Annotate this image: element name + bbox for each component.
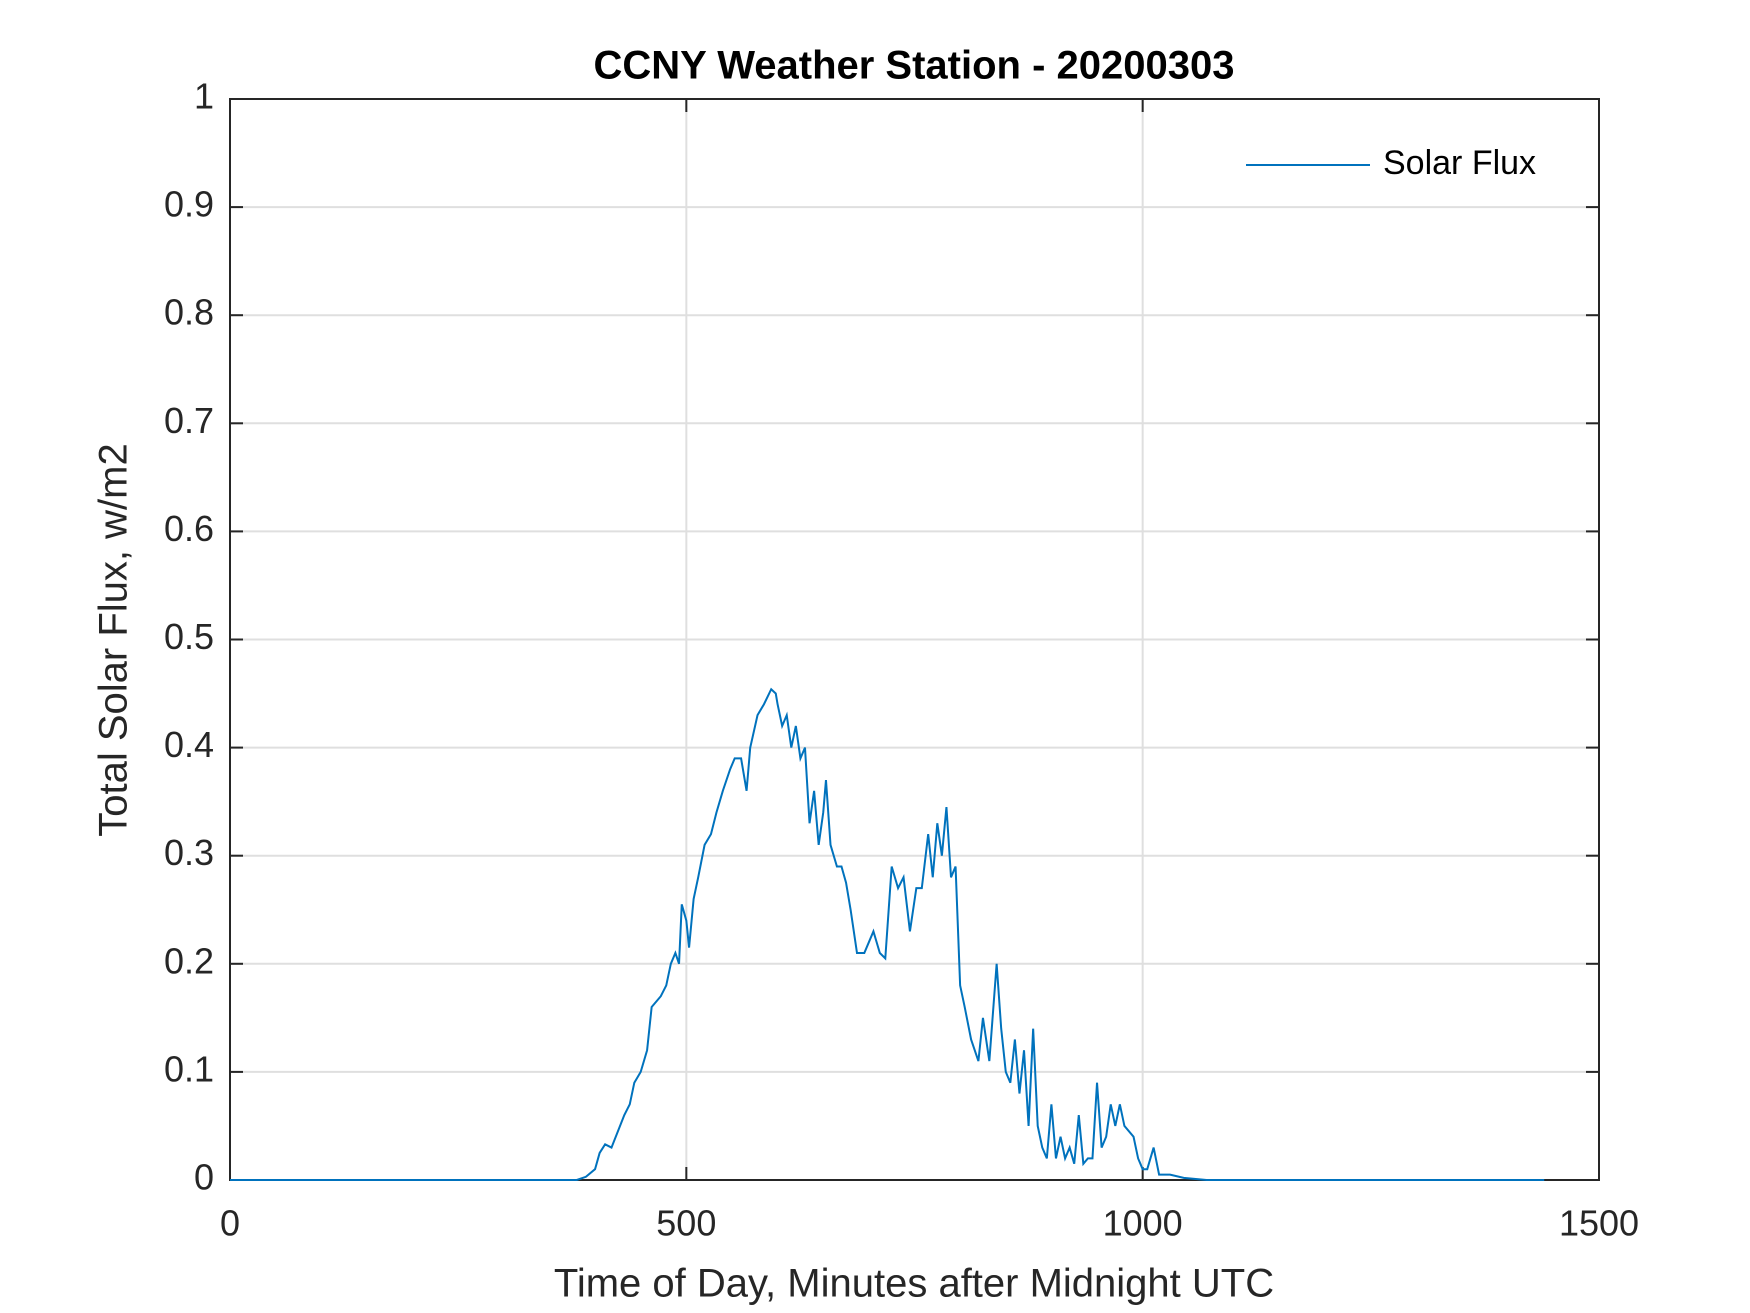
y-tick-label: 0.2 xyxy=(164,940,214,981)
y-tick-label: 0.6 xyxy=(164,508,214,549)
y-tick-label: 0 xyxy=(194,1157,214,1198)
y-tick-label: 0.3 xyxy=(164,832,214,873)
y-tick-label: 0.9 xyxy=(164,184,214,225)
y-tick-label: 0.5 xyxy=(164,616,214,657)
y-tick-label: 0.1 xyxy=(164,1048,214,1089)
y-axis-label: Total Solar Flux, w/m2 xyxy=(92,443,136,836)
x-tick-label: 0 xyxy=(220,1203,240,1244)
x-tick-label: 500 xyxy=(656,1203,716,1244)
x-tick-label: 1000 xyxy=(1103,1203,1183,1244)
chart-title: CCNY Weather Station - 20200303 xyxy=(594,44,1235,88)
y-tick-label: 0.7 xyxy=(164,400,214,441)
y-tick-label: 1 xyxy=(194,76,214,117)
x-axis-label: Time of Day, Minutes after Midnight UTC xyxy=(554,1262,1274,1306)
x-tick-label: 1500 xyxy=(1559,1203,1639,1244)
data-line xyxy=(230,687,1545,1181)
axes-box xyxy=(229,98,1600,1181)
y-tick-label: 0.4 xyxy=(164,724,214,765)
y-tick-label: 0.8 xyxy=(164,292,214,333)
legend-label: Solar Flux xyxy=(1383,144,1536,182)
